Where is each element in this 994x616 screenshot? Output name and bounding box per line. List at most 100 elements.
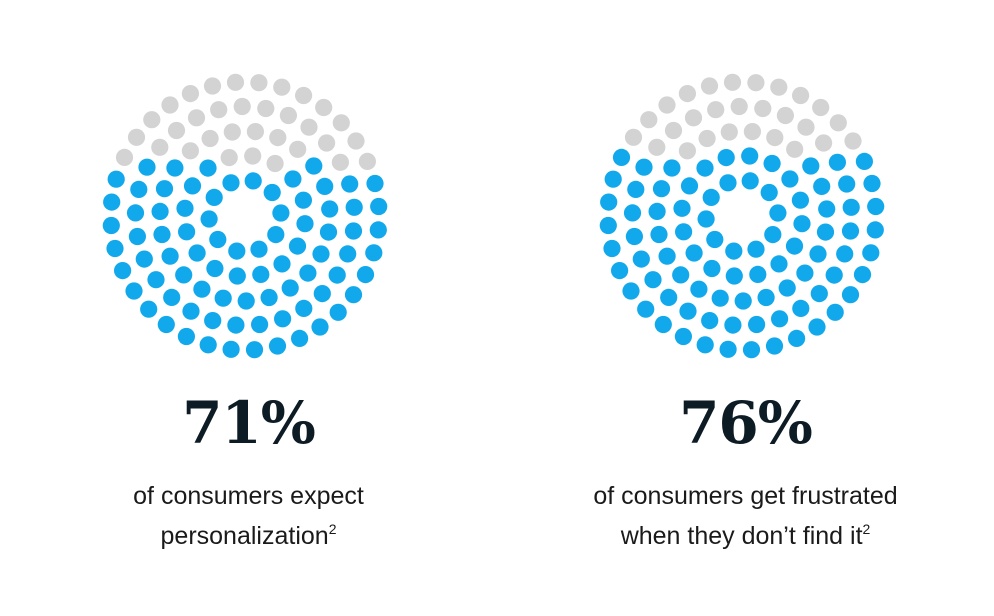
empty-dot — [257, 99, 275, 118]
filled-dot — [855, 152, 873, 170]
filled-dot — [603, 239, 621, 258]
empty-dot — [273, 78, 291, 96]
stat-panel-expect: 71% of consumers expect personalization2 — [102, 73, 388, 550]
empty-dot — [747, 74, 765, 92]
filled-dot — [747, 240, 765, 258]
empty-dot — [707, 101, 725, 119]
empty-dot — [151, 138, 169, 156]
filled-dot — [863, 174, 881, 193]
empty-dot — [127, 128, 146, 146]
filled-dot — [222, 174, 240, 192]
filled-dot — [305, 157, 323, 175]
filled-dot — [311, 318, 329, 336]
filled-dot — [785, 237, 804, 255]
empty-dot — [115, 148, 134, 166]
filled-dot — [853, 266, 872, 284]
filled-dot — [778, 279, 796, 297]
empty-dot — [279, 106, 297, 125]
filled-dot — [344, 286, 363, 304]
filled-dot — [612, 148, 631, 166]
filled-dot — [295, 299, 313, 317]
caption-line-2: when they don’t find it2 — [497, 516, 994, 556]
filled-dot — [623, 204, 642, 222]
filled-dot — [680, 177, 699, 195]
filled-dot — [227, 316, 245, 334]
filled-dot — [103, 193, 121, 211]
filled-dot — [153, 225, 171, 244]
filled-dot — [724, 316, 742, 334]
filled-dot — [701, 312, 719, 330]
filled-dot — [818, 200, 836, 218]
filled-dot — [741, 147, 759, 165]
empty-dot — [300, 118, 318, 136]
filled-dot — [155, 180, 174, 198]
caption-line-1: of consumers expect — [133, 482, 364, 510]
filled-dot — [725, 267, 743, 285]
empty-dot — [684, 109, 703, 127]
stat-value-expect: 71% — [182, 389, 316, 457]
filled-dot — [625, 227, 643, 246]
filled-dot — [825, 266, 843, 284]
empty-dot — [347, 132, 365, 150]
filled-dot — [245, 341, 264, 359]
filled-dot — [175, 266, 193, 284]
filled-dot — [632, 250, 650, 268]
filled-dot — [810, 285, 828, 303]
filled-dot — [703, 259, 721, 278]
filled-dot — [228, 267, 246, 285]
empty-dot — [786, 140, 804, 158]
filled-dot — [177, 327, 195, 346]
filled-dot — [114, 262, 132, 280]
filled-dot — [199, 159, 217, 177]
empty-dot — [143, 111, 161, 129]
filled-dot — [838, 175, 856, 193]
empty-dot — [792, 86, 810, 105]
filled-dot — [644, 271, 662, 289]
filled-dot — [611, 262, 629, 280]
filled-dot — [209, 230, 227, 249]
filled-dot — [808, 318, 826, 336]
empty-dot — [658, 96, 676, 114]
empty-dot — [244, 147, 262, 165]
filled-dot — [652, 180, 671, 198]
filled-dot — [288, 237, 307, 255]
empty-dot — [289, 140, 307, 158]
empty-dot — [730, 97, 748, 116]
filled-dot — [696, 159, 714, 177]
filled-dot — [679, 302, 697, 320]
filled-dot — [719, 174, 737, 192]
filled-dot — [341, 175, 359, 193]
filled-dot — [725, 242, 743, 260]
filled-dot — [702, 188, 720, 206]
filled-dot — [107, 170, 125, 188]
filled-dot — [316, 177, 334, 195]
empty-dot — [358, 152, 376, 170]
filled-dot — [151, 202, 169, 220]
caption-line-1: of consumers get frustrated — [593, 482, 898, 510]
empty-dot — [220, 149, 238, 167]
filled-dot — [237, 292, 255, 310]
filled-dot — [125, 282, 143, 300]
empty-dot — [664, 121, 683, 140]
filled-dot — [291, 329, 309, 347]
empty-dot — [776, 106, 794, 125]
filled-dot — [757, 288, 775, 307]
filled-dot — [199, 336, 217, 354]
filled-dot — [328, 266, 346, 284]
filled-dot — [604, 170, 622, 188]
filled-dot — [183, 177, 202, 195]
stat-panel-frustrated: 76% of consumers get frustrated when the… — [497, 0, 994, 616]
empty-dot — [812, 98, 830, 117]
empty-dot — [648, 138, 666, 156]
filled-dot — [765, 337, 784, 355]
filled-dot — [345, 198, 363, 216]
empty-dot — [181, 85, 199, 103]
filled-dot — [788, 329, 806, 347]
empty-dot — [678, 142, 696, 160]
filled-dot — [366, 174, 384, 193]
filled-dot — [356, 266, 375, 284]
filled-dot — [204, 312, 222, 330]
empty-dot — [640, 111, 658, 129]
empty-dot — [766, 129, 784, 147]
footnote-marker: 2 — [328, 521, 337, 537]
